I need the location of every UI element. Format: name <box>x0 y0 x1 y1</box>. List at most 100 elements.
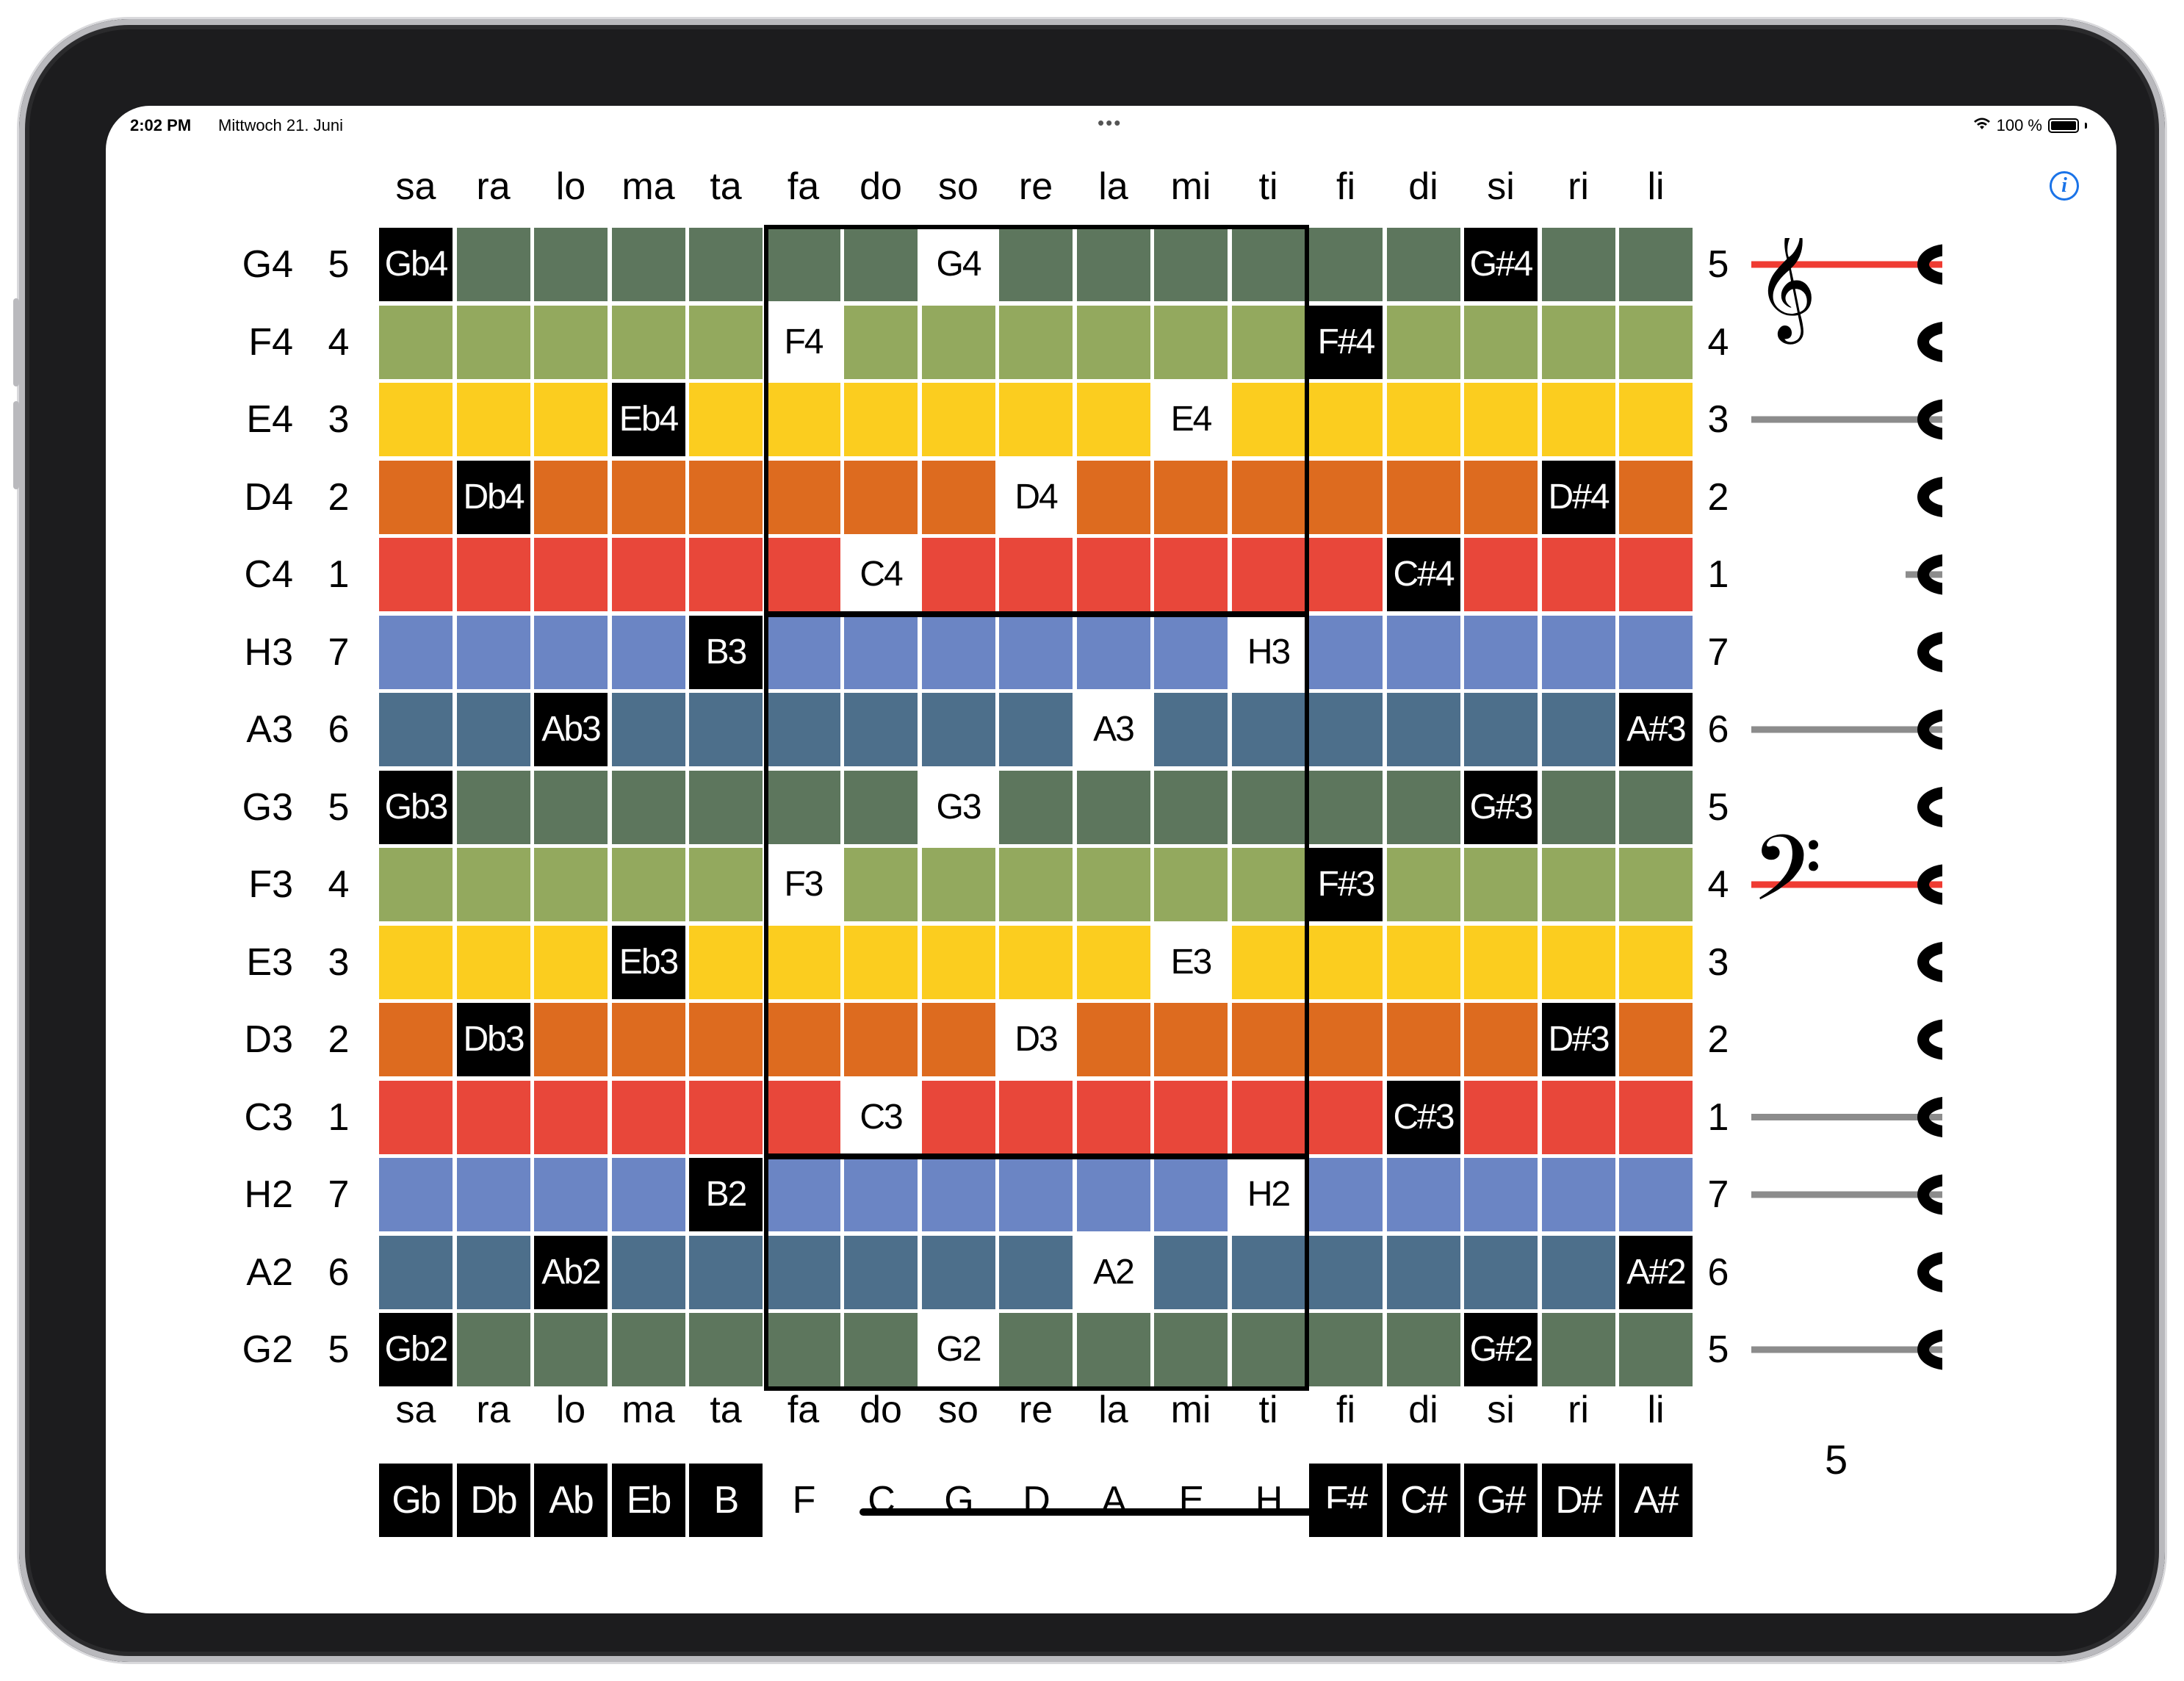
grid-cell[interactable] <box>379 383 453 456</box>
grid-cell[interactable] <box>766 925 840 999</box>
grid-cell[interactable] <box>534 383 608 456</box>
note-chip[interactable]: D4 <box>999 460 1073 534</box>
grid-cell[interactable]: A#2 <box>1619 1235 1693 1309</box>
grid-cell[interactable] <box>1386 228 1460 301</box>
grid-cell[interactable] <box>1231 693 1305 766</box>
key-button[interactable]: A <box>1076 1464 1150 1537</box>
grid-cell[interactable] <box>921 1158 995 1231</box>
grid-cell[interactable] <box>921 1080 995 1154</box>
grid-cell[interactable]: Eb4 <box>611 383 685 456</box>
grid-cell[interactable]: G#4 <box>1464 228 1538 301</box>
grid-cell[interactable] <box>766 693 840 766</box>
grid-cell[interactable] <box>1154 228 1228 301</box>
grid-cell[interactable] <box>766 770 840 844</box>
grid-cell[interactable] <box>999 1158 1073 1231</box>
grid-cell[interactable]: D3 <box>999 1003 1073 1076</box>
grid-cell[interactable] <box>1541 693 1615 766</box>
grid-cell[interactable] <box>689 1235 763 1309</box>
grid-cell[interactable] <box>1619 538 1693 611</box>
grid-cell[interactable] <box>1541 1080 1615 1154</box>
note-chip[interactable]: A3 <box>1076 693 1150 766</box>
grid-cell[interactable] <box>1619 1080 1693 1154</box>
grid-cell[interactable] <box>1386 460 1460 534</box>
grid-cell[interactable] <box>534 925 608 999</box>
multitasking-dots-icon[interactable]: ••• <box>1098 112 1122 134</box>
grid-cell[interactable] <box>1386 305 1460 379</box>
grid-cell[interactable]: Ab2 <box>534 1235 608 1309</box>
grid-cell[interactable] <box>1386 1158 1460 1231</box>
grid-cell[interactable]: Gb2 <box>379 1313 453 1386</box>
note-chip[interactable]: Gb3 <box>379 770 453 844</box>
grid-cell[interactable] <box>1386 615 1460 689</box>
grid-cell[interactable] <box>1619 615 1693 689</box>
grid-cell[interactable] <box>999 1235 1073 1309</box>
note-chip[interactable]: E4 <box>1154 383 1228 456</box>
grid-cell[interactable] <box>1076 1313 1150 1386</box>
grid-cell[interactable] <box>844 770 918 844</box>
grid-cell[interactable] <box>689 925 763 999</box>
grid-cell[interactable] <box>689 1080 763 1154</box>
note-chip[interactable]: A2 <box>1076 1235 1150 1309</box>
grid-cell[interactable] <box>1464 1235 1538 1309</box>
grid-cell[interactable] <box>534 1158 608 1231</box>
note-chip[interactable]: H2 <box>1231 1158 1305 1231</box>
grid-cell[interactable] <box>999 383 1073 456</box>
grid-cell[interactable] <box>456 925 530 999</box>
grid-cell[interactable]: H2 <box>1231 1158 1305 1231</box>
grid-cell[interactable] <box>1309 1313 1383 1386</box>
grid-cell[interactable] <box>689 383 763 456</box>
grid-cell[interactable] <box>766 1158 840 1231</box>
grid-cell[interactable] <box>1386 1313 1460 1386</box>
grid-cell[interactable]: E4 <box>1154 383 1228 456</box>
grid-cell[interactable] <box>1309 460 1383 534</box>
key-button[interactable]: A# <box>1619 1464 1693 1537</box>
grid-cell[interactable]: C#3 <box>1386 1080 1460 1154</box>
note-chip[interactable]: C#4 <box>1386 538 1460 611</box>
note-chip[interactable]: A#3 <box>1619 693 1693 766</box>
key-button[interactable]: Gb <box>379 1464 453 1537</box>
grid-cell[interactable] <box>1231 770 1305 844</box>
grid-cell[interactable] <box>1231 1080 1305 1154</box>
key-button[interactable]: Ab <box>534 1464 608 1537</box>
grid-cell[interactable]: C#4 <box>1386 538 1460 611</box>
grid-cell[interactable] <box>611 848 685 921</box>
grid-cell[interactable] <box>534 460 608 534</box>
note-chip[interactable]: B3 <box>689 615 763 689</box>
grid-cell[interactable]: F#3 <box>1309 848 1383 921</box>
grid-cell[interactable] <box>1231 228 1305 301</box>
grid-cell[interactable] <box>844 383 918 456</box>
grid-cell[interactable] <box>1154 615 1228 689</box>
grid-cell[interactable] <box>999 693 1073 766</box>
grid-cell[interactable] <box>379 305 453 379</box>
grid-cell[interactable] <box>611 538 685 611</box>
note-chip[interactable]: Gb2 <box>379 1313 453 1386</box>
whole-note-icon[interactable] <box>1917 786 1979 828</box>
grid-cell[interactable] <box>766 460 840 534</box>
grid-cell[interactable]: H3 <box>1231 615 1305 689</box>
grid-cell[interactable] <box>379 1080 453 1154</box>
grid-cell[interactable] <box>844 925 918 999</box>
grid-cell[interactable] <box>379 1003 453 1076</box>
grid-cell[interactable] <box>456 615 530 689</box>
grid-cell[interactable] <box>1309 770 1383 844</box>
grid-cell[interactable]: G4 <box>921 228 995 301</box>
grid-cell[interactable] <box>379 1235 453 1309</box>
grid-cell[interactable] <box>379 848 453 921</box>
grid-cell[interactable] <box>1541 538 1615 611</box>
grid-cell[interactable] <box>1386 925 1460 999</box>
grid-cell[interactable] <box>1464 615 1538 689</box>
grid-cell[interactable] <box>689 228 763 301</box>
grid-cell[interactable] <box>1154 305 1228 379</box>
key-button[interactable]: H <box>1231 1464 1305 1537</box>
grid-cell[interactable] <box>1541 228 1615 301</box>
grid-cell[interactable] <box>1619 925 1693 999</box>
grid-cell[interactable] <box>1619 460 1693 534</box>
grid-cell[interactable] <box>999 305 1073 379</box>
grid-cell[interactable] <box>1154 848 1228 921</box>
note-chip[interactable]: E3 <box>1154 925 1228 999</box>
grid-cell[interactable] <box>999 925 1073 999</box>
grid-cell[interactable] <box>1309 615 1383 689</box>
grid-cell[interactable] <box>1309 1235 1383 1309</box>
whole-note-icon[interactable] <box>1917 1251 1979 1293</box>
note-chip[interactable]: Eb3 <box>611 925 685 999</box>
